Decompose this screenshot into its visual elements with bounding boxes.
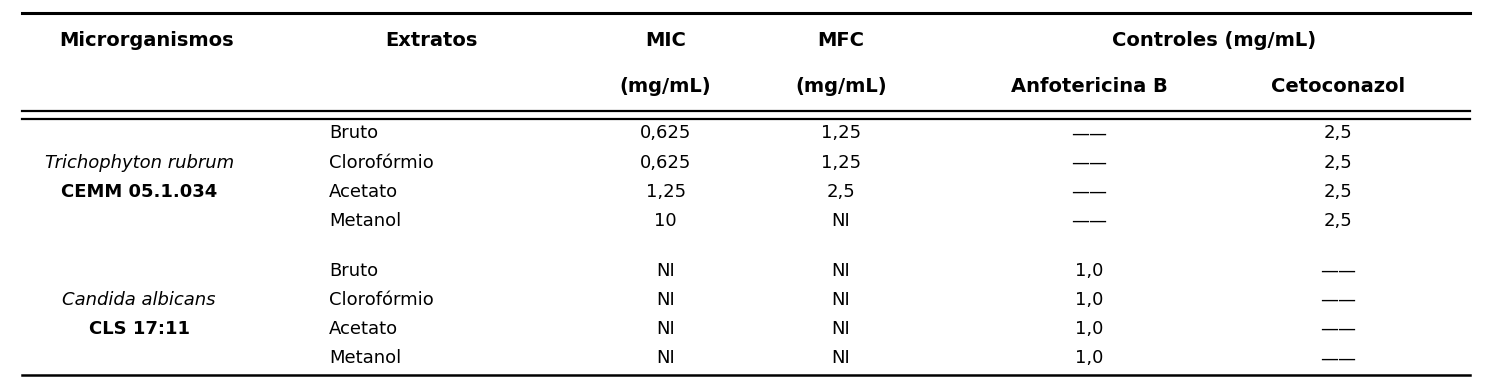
Text: (mg/mL): (mg/mL) [619,77,712,96]
Text: 2,5: 2,5 [827,183,855,201]
Text: Acetato: Acetato [330,183,398,201]
Text: ——: —— [1071,183,1107,201]
Text: (mg/mL): (mg/mL) [795,77,886,96]
Text: 1,25: 1,25 [821,124,861,142]
Text: MIC: MIC [645,31,686,50]
Text: 2,5: 2,5 [1323,154,1353,172]
Text: Microrganismos: Microrganismos [58,31,233,50]
Text: 2,5: 2,5 [1323,212,1353,230]
Text: NI: NI [831,212,850,230]
Text: 1,0: 1,0 [1076,349,1104,368]
Text: NI: NI [831,349,850,368]
Text: ——: —— [1071,124,1107,142]
Text: ——: —— [1320,262,1356,280]
Text: Anfotericina B: Anfotericina B [1012,77,1168,96]
Text: 0,625: 0,625 [640,124,691,142]
Text: NI: NI [656,291,674,309]
Text: NI: NI [831,320,850,338]
Text: 1,0: 1,0 [1076,262,1104,280]
Text: 2,5: 2,5 [1323,124,1353,142]
Text: 2,5: 2,5 [1323,183,1353,201]
Text: CEMM 05.1.034: CEMM 05.1.034 [61,183,218,201]
Text: 1,0: 1,0 [1076,291,1104,309]
Text: ——: —— [1320,349,1356,368]
Text: NI: NI [831,291,850,309]
Text: Candida albicans: Candida albicans [63,291,216,309]
Text: 10: 10 [655,212,677,230]
Text: Trichophyton rubrum: Trichophyton rubrum [45,154,234,172]
Text: Clorofórmio: Clorofórmio [330,291,434,309]
Text: ——: —— [1071,154,1107,172]
Text: 1,0: 1,0 [1076,320,1104,338]
Text: NI: NI [656,349,674,368]
Text: NI: NI [656,320,674,338]
Text: ——: —— [1071,212,1107,230]
Text: Cetoconazol: Cetoconazol [1271,77,1405,96]
Text: Metanol: Metanol [330,349,401,368]
Text: Bruto: Bruto [330,124,379,142]
Text: Bruto: Bruto [330,262,379,280]
Text: Controles (mg/mL): Controles (mg/mL) [1112,31,1316,50]
Text: 1,25: 1,25 [646,183,686,201]
Text: Metanol: Metanol [330,212,401,230]
Text: ——: —— [1320,291,1356,309]
Text: 1,25: 1,25 [821,154,861,172]
Text: Extratos: Extratos [385,31,477,50]
Text: NI: NI [656,262,674,280]
Text: NI: NI [831,262,850,280]
Text: Acetato: Acetato [330,320,398,338]
Text: Clorofórmio: Clorofórmio [330,154,434,172]
Text: MFC: MFC [818,31,864,50]
Text: ——: —— [1320,320,1356,338]
Text: CLS 17:11: CLS 17:11 [88,320,189,338]
Text: 0,625: 0,625 [640,154,691,172]
